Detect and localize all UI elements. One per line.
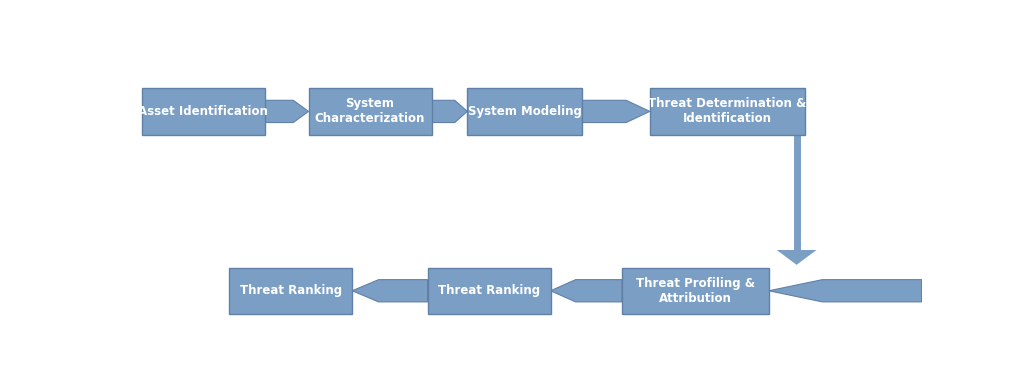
FancyBboxPatch shape	[428, 268, 551, 314]
Text: System
Characterization: System Characterization	[314, 97, 425, 126]
FancyBboxPatch shape	[229, 268, 352, 314]
Polygon shape	[352, 280, 428, 302]
Text: Threat Profiling &
Attribution: Threat Profiling & Attribution	[636, 277, 755, 305]
Text: Asset Identification: Asset Identification	[138, 105, 268, 118]
Polygon shape	[265, 100, 308, 122]
Text: Threat Determination &
Identification: Threat Determination & Identification	[648, 97, 806, 126]
Polygon shape	[777, 250, 816, 265]
FancyBboxPatch shape	[308, 88, 431, 135]
Polygon shape	[583, 100, 650, 122]
Polygon shape	[431, 100, 467, 122]
Text: Threat Ranking: Threat Ranking	[438, 284, 540, 297]
FancyBboxPatch shape	[622, 268, 769, 314]
FancyBboxPatch shape	[650, 88, 805, 135]
Text: System Modeling: System Modeling	[468, 105, 582, 118]
FancyBboxPatch shape	[467, 88, 583, 135]
Text: Threat Ranking: Threat Ranking	[240, 284, 342, 297]
Polygon shape	[769, 280, 922, 302]
FancyBboxPatch shape	[142, 88, 265, 135]
Polygon shape	[551, 280, 622, 302]
